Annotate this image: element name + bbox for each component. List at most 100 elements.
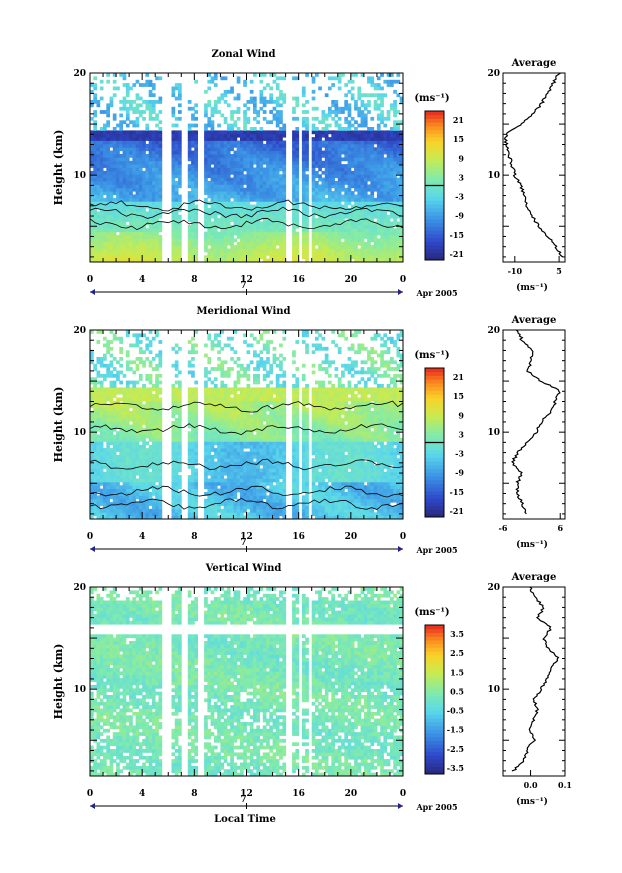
meridional-cell [90, 350, 94, 355]
zonal-cell [334, 150, 339, 155]
zonal-cell [344, 174, 348, 179]
zonal-cell [373, 214, 378, 219]
zonal-cell [148, 235, 153, 239]
meridional-cell [122, 461, 127, 466]
meridional-cell [112, 458, 117, 463]
meridional-cell [106, 438, 110, 442]
zonal-cell [171, 248, 176, 253]
zonal-cell [383, 147, 388, 152]
zonal-cell [171, 228, 176, 233]
zonal-cell [174, 143, 179, 148]
meridional-cell [155, 515, 159, 520]
zonal-cell [275, 204, 280, 209]
zonal-cell [305, 197, 309, 202]
zonal-cell [249, 177, 254, 182]
zonal-cell [337, 177, 342, 182]
zonal-cell [337, 76, 342, 81]
zonal-cell [213, 235, 218, 239]
zonal-cell [370, 164, 375, 168]
zonal-cell [380, 248, 384, 253]
zonal-cell [275, 251, 280, 256]
meridional-cell [148, 434, 153, 439]
meridional-cell [171, 346, 176, 351]
zonal-cell [272, 251, 277, 256]
meridional-cell [96, 478, 101, 483]
meridional-cell [116, 468, 120, 473]
zonal-cell [360, 103, 365, 108]
zonal-cell [311, 177, 316, 182]
zonal-cell [275, 211, 280, 216]
zonal-cell [256, 110, 260, 114]
zonal-cell [226, 143, 231, 148]
zonal-cell [174, 130, 179, 135]
zonal-cell [275, 160, 280, 165]
zonal-cell [376, 204, 381, 209]
zonal-cell [93, 130, 97, 135]
zonal-cell [93, 191, 97, 195]
zonal-cell [249, 96, 254, 101]
zonal-cell [396, 224, 401, 229]
zonal-cell [112, 170, 117, 175]
zonal-cell [106, 120, 110, 125]
zonal-cell [341, 231, 345, 236]
zonal-cell [347, 177, 352, 182]
zonal-cell [125, 123, 130, 128]
zonal-cell [370, 218, 375, 222]
zonal-colorbar-swatch [425, 125, 444, 131]
zonal-cell [135, 110, 140, 114]
zonal-cell [318, 194, 322, 199]
zonal-cell [324, 211, 329, 216]
zonal-cell [243, 113, 247, 118]
zonal-cell [230, 194, 234, 199]
zonal-cell [334, 154, 339, 158]
zonal-cell [103, 133, 107, 138]
zonal-cell [93, 258, 97, 263]
zonal-cell [249, 224, 254, 229]
meridional-cell [171, 414, 176, 419]
zonal-cell [103, 187, 107, 192]
zonal-cell [354, 174, 358, 179]
zonal-cell [125, 93, 130, 98]
zonal-cell [347, 164, 352, 168]
meridional-cell [158, 350, 163, 355]
zonal-cell [96, 164, 101, 168]
zonal-cell [90, 103, 94, 108]
zonal-colorbar-tick-label: 9 [458, 153, 464, 163]
zonal-cell [380, 245, 384, 249]
meridional-cell [99, 400, 104, 405]
meridional-cell [122, 400, 127, 405]
zonal-cell [373, 174, 378, 179]
zonal-cell [311, 140, 316, 145]
zonal-cell [99, 204, 104, 209]
zonal-cell [243, 191, 247, 195]
zonal-cell [106, 181, 110, 185]
zonal-cell [324, 191, 329, 195]
zonal-cell [145, 251, 150, 256]
zonal-cell [373, 211, 378, 216]
zonal-cell [230, 137, 234, 141]
zonal-cell [148, 150, 153, 155]
zonal-cell [240, 255, 244, 260]
zonal-cell [393, 140, 397, 145]
zonal-cell [155, 224, 159, 229]
meridional-cell [106, 414, 110, 419]
zonal-colorbar-swatch [425, 129, 444, 134]
zonal-cell [334, 251, 339, 256]
zonal-cell [324, 245, 329, 249]
meridional-cell [155, 451, 159, 456]
zonal-cell [275, 228, 280, 233]
zonal-cell [272, 154, 277, 158]
zonal-cell [295, 130, 300, 135]
zonal-cell [96, 147, 101, 152]
zonal-cell [376, 127, 381, 131]
zonal-cell [125, 245, 130, 249]
zonal-cell [204, 187, 208, 192]
zonal-cell [204, 197, 208, 202]
zonal-cell [217, 208, 221, 212]
meridional-cell [90, 448, 94, 452]
meridional-cell [129, 417, 133, 422]
meridional-cell [116, 441, 120, 446]
zonal-cell [354, 127, 358, 131]
zonal-cell [370, 255, 375, 260]
zonal-cell [158, 224, 163, 229]
